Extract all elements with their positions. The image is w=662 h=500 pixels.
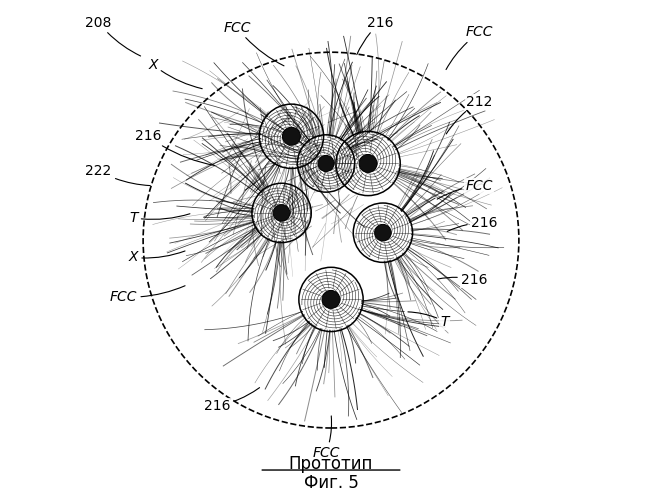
Text: FCC: FCC [446, 26, 493, 70]
Text: FCC: FCC [312, 416, 340, 460]
Text: 216: 216 [135, 130, 214, 166]
Circle shape [273, 204, 290, 221]
Text: T: T [408, 312, 449, 328]
Text: 216: 216 [448, 216, 498, 232]
Text: FCC: FCC [110, 286, 185, 304]
Circle shape [283, 128, 301, 146]
Circle shape [318, 156, 334, 172]
Text: 212: 212 [446, 94, 493, 134]
Circle shape [322, 290, 340, 308]
Text: 216: 216 [357, 16, 394, 54]
Text: FCC: FCC [223, 20, 284, 66]
Text: 216: 216 [438, 272, 488, 286]
Text: FCC: FCC [437, 178, 493, 199]
Text: Фиг. 5: Фиг. 5 [304, 474, 358, 492]
Circle shape [375, 224, 391, 241]
Circle shape [359, 154, 377, 172]
Text: 216: 216 [204, 388, 260, 413]
Text: T: T [129, 211, 190, 225]
Text: Прототип: Прототип [289, 454, 373, 472]
Text: X: X [128, 250, 185, 264]
Text: 222: 222 [85, 164, 150, 186]
Text: X: X [148, 58, 202, 88]
Text: 208: 208 [85, 16, 140, 56]
